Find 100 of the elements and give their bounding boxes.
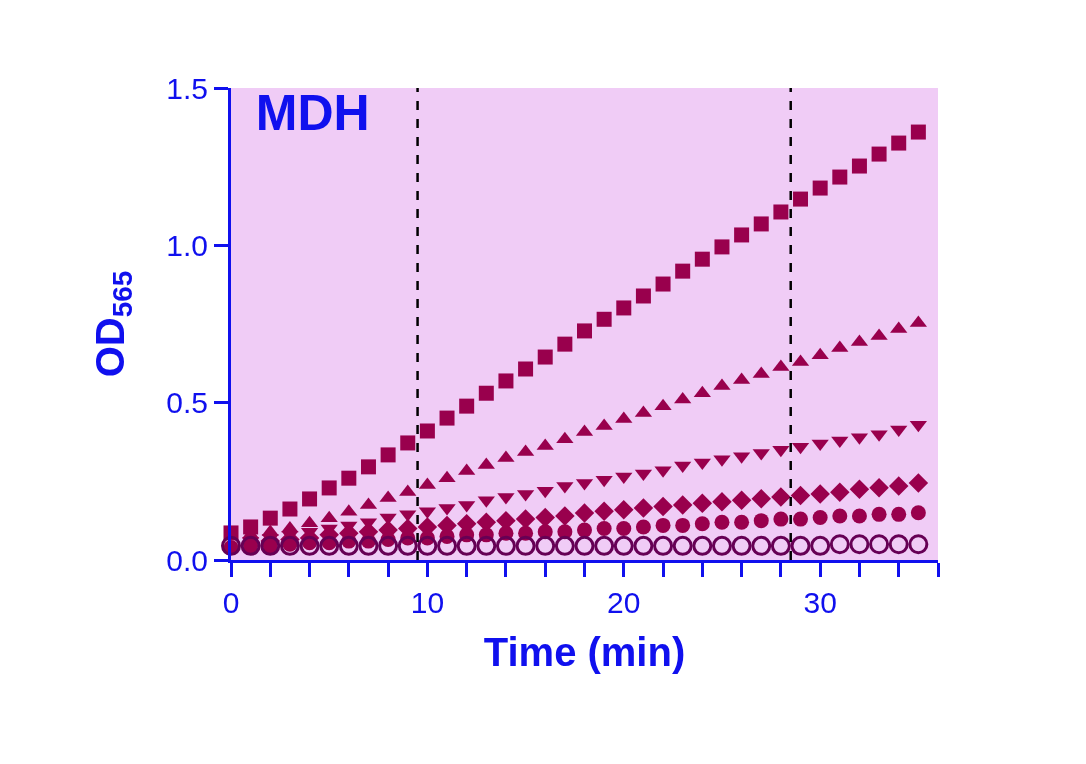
point bbox=[871, 146, 887, 162]
point bbox=[711, 535, 732, 556]
point bbox=[812, 180, 828, 196]
point bbox=[770, 535, 791, 556]
point bbox=[478, 385, 494, 401]
point bbox=[417, 535, 438, 556]
point bbox=[341, 470, 357, 486]
point bbox=[439, 410, 455, 426]
point bbox=[380, 447, 396, 463]
point bbox=[498, 373, 514, 389]
point bbox=[908, 473, 929, 493]
x-tick-label: 0 bbox=[222, 586, 240, 619]
point bbox=[577, 522, 592, 538]
point bbox=[849, 534, 870, 555]
point bbox=[537, 349, 553, 365]
x-tick-label: 10 bbox=[410, 586, 445, 619]
point bbox=[299, 535, 320, 556]
point bbox=[851, 158, 867, 174]
point bbox=[655, 276, 671, 292]
point bbox=[338, 535, 359, 556]
point bbox=[891, 506, 907, 522]
point bbox=[574, 503, 595, 523]
point bbox=[614, 499, 634, 520]
y-tick-label: 1.5 bbox=[166, 71, 208, 105]
point bbox=[653, 535, 674, 556]
x-tick-label: 20 bbox=[607, 586, 641, 619]
point bbox=[555, 506, 575, 526]
point bbox=[302, 491, 318, 507]
point bbox=[495, 535, 516, 556]
point bbox=[712, 492, 732, 512]
point bbox=[849, 479, 870, 499]
point bbox=[714, 239, 730, 255]
point bbox=[888, 476, 909, 496]
point bbox=[459, 398, 475, 414]
point bbox=[613, 535, 634, 556]
point bbox=[557, 336, 573, 352]
point bbox=[751, 535, 772, 556]
point bbox=[554, 535, 575, 556]
point bbox=[773, 204, 789, 220]
point bbox=[655, 517, 671, 533]
point bbox=[535, 507, 555, 528]
point bbox=[734, 514, 750, 530]
point bbox=[378, 535, 399, 556]
point bbox=[675, 517, 691, 533]
point bbox=[753, 216, 769, 232]
point bbox=[596, 311, 612, 327]
point bbox=[262, 510, 278, 526]
point bbox=[535, 535, 556, 556]
point bbox=[616, 521, 632, 537]
point bbox=[771, 487, 791, 507]
point bbox=[832, 169, 848, 185]
chart-title: MDH bbox=[255, 85, 370, 142]
point bbox=[731, 490, 752, 510]
point bbox=[635, 519, 651, 535]
point bbox=[633, 535, 654, 556]
point bbox=[810, 484, 830, 504]
point bbox=[518, 361, 534, 377]
point bbox=[908, 534, 929, 555]
point bbox=[888, 534, 909, 555]
point bbox=[675, 263, 691, 279]
point bbox=[869, 534, 890, 555]
point bbox=[635, 288, 651, 304]
point bbox=[437, 535, 458, 556]
y-tick-label: 0.5 bbox=[166, 386, 208, 420]
point bbox=[574, 535, 595, 556]
point bbox=[851, 508, 867, 524]
point bbox=[734, 227, 750, 243]
point bbox=[832, 508, 848, 524]
x-tick-label: 30 bbox=[803, 586, 837, 619]
point bbox=[830, 482, 850, 503]
point bbox=[773, 511, 789, 527]
point bbox=[810, 535, 831, 556]
point bbox=[871, 506, 887, 522]
point bbox=[419, 423, 435, 439]
point bbox=[793, 191, 809, 207]
point bbox=[594, 535, 615, 556]
point bbox=[672, 495, 693, 515]
point bbox=[397, 535, 418, 556]
point bbox=[672, 535, 693, 556]
point bbox=[869, 477, 889, 498]
x-axis-title: Time (min) bbox=[483, 629, 686, 674]
point bbox=[577, 323, 592, 339]
y-tick-label: 1.0 bbox=[166, 228, 208, 262]
point bbox=[476, 535, 497, 556]
point bbox=[360, 459, 376, 475]
point bbox=[829, 534, 850, 555]
point bbox=[714, 514, 730, 530]
point bbox=[456, 535, 477, 556]
point bbox=[282, 501, 298, 517]
point bbox=[692, 535, 713, 556]
point bbox=[694, 516, 710, 532]
point bbox=[319, 535, 340, 556]
point bbox=[515, 535, 536, 556]
point bbox=[751, 488, 771, 509]
point bbox=[596, 521, 612, 537]
point bbox=[515, 509, 536, 529]
point bbox=[910, 505, 926, 521]
point bbox=[633, 498, 654, 518]
point bbox=[790, 535, 811, 556]
point bbox=[653, 496, 673, 517]
